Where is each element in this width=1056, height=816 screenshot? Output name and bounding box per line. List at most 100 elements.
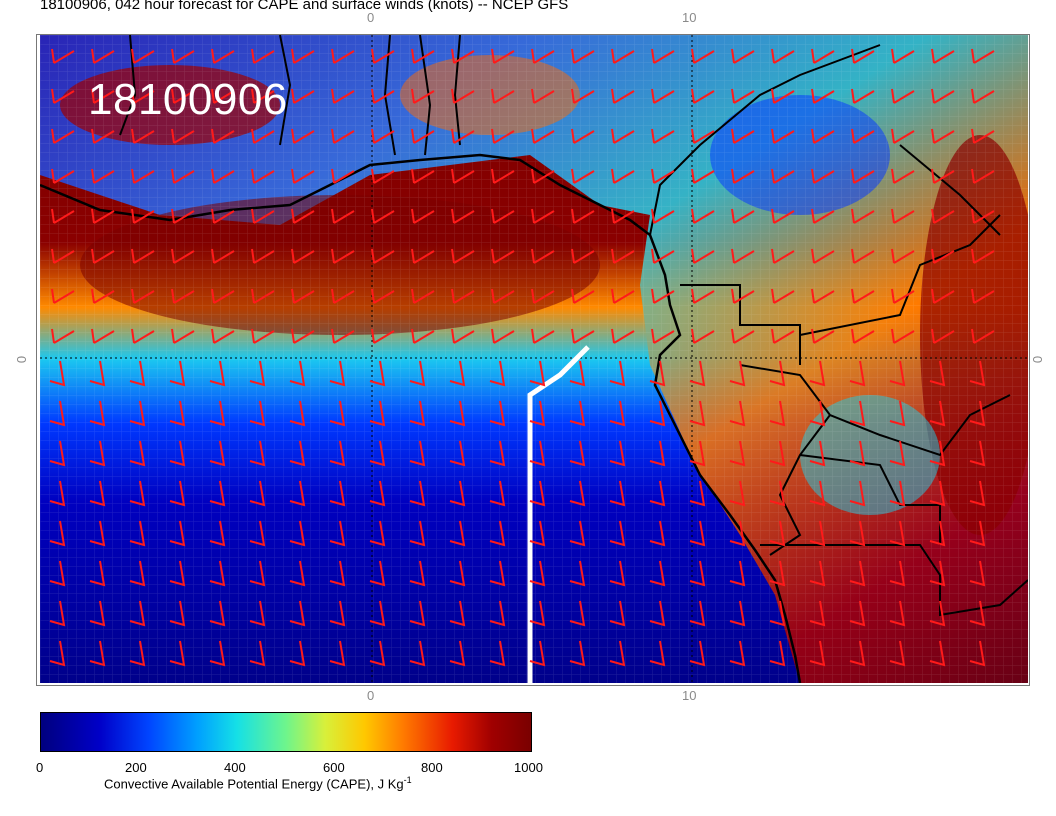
wind-barb [849,440,866,467]
wind-barb [569,480,586,507]
wind-barb [449,520,466,547]
wind-barb [931,168,955,184]
wind-barb [249,360,266,387]
wind-barb [891,48,915,64]
wind-barb [451,208,475,224]
wind-barb [289,640,306,667]
wind-barb [849,360,866,387]
wind-barb [249,640,266,667]
wind-barb [451,248,475,264]
wind-barb [651,248,675,264]
wind-barb [769,520,786,547]
wind-barb [169,600,186,627]
wind-barb [571,128,595,144]
wind-barb [931,328,955,344]
wind-barb [211,328,235,344]
wind-barb [331,248,355,264]
wind-barb [571,168,595,184]
wind-barb [89,520,106,547]
colorbar-label: Convective Available Potential Energy (C… [104,775,412,792]
wind-barb [411,88,435,104]
wind-barb [969,600,986,627]
wind-barb [289,400,306,427]
wind-barb [649,520,666,547]
wind-barb [849,480,866,507]
wind-barb [289,480,306,507]
wind-barb [411,168,435,184]
wind-barb [51,328,75,344]
wind-barb [291,328,315,344]
wind-barb [529,560,546,587]
colorbar-tick-600: 600 [323,760,345,775]
wind-barb [251,48,275,64]
wind-barb [491,288,515,304]
wind-barb [611,48,635,64]
wind-barb [691,128,715,144]
wind-barb [131,128,155,144]
wind-barb [889,360,906,387]
wind-barb [251,288,275,304]
wind-barb [449,440,466,467]
wind-barb [129,560,146,587]
wind-barb [809,400,826,427]
wind-barb [409,520,426,547]
wind-barb [291,88,315,104]
wind-barb [169,360,186,387]
wind-barb [651,48,675,64]
wind-barb [491,128,515,144]
wind-barb [529,400,546,427]
wind-barb [771,248,795,264]
wind-barb [451,48,475,64]
wind-barb [971,288,995,304]
wind-barb [451,288,475,304]
wind-barb [331,48,355,64]
wind-barb [929,400,946,427]
wind-barb [611,88,635,104]
wind-barb [451,168,475,184]
wind-barb [371,328,395,344]
wind-barb [89,440,106,467]
wind-barb [889,480,906,507]
wind-barb [849,560,866,587]
wind-barb [209,640,226,667]
wind-barb [809,360,826,387]
wind-barb [489,560,506,587]
wind-barb [411,288,435,304]
wind-barb [171,128,195,144]
wind-barb [689,520,706,547]
wind-barb [89,360,106,387]
wind-barb [569,520,586,547]
bottom-axis-tick-0: 0 [367,688,375,703]
wind-barb [689,360,706,387]
wind-barb [729,520,746,547]
wind-barb [329,400,346,427]
wind-barb [529,520,546,547]
wind-barb [651,128,675,144]
wind-barb [731,208,755,224]
wind-barb [891,88,915,104]
wind-barb [131,168,155,184]
wind-barb [811,128,835,144]
wind-barb [369,560,386,587]
wind-barb [891,328,915,344]
wind-barb [331,288,355,304]
wind-barb [851,88,875,104]
model-grid [40,35,1028,683]
wind-barb [169,480,186,507]
wind-barb [649,360,666,387]
wind-barb [409,440,426,467]
wind-barb [769,640,786,667]
wind-barb [529,440,546,467]
wind-barb [289,560,306,587]
wind-barb [649,560,666,587]
wind-barb [129,640,146,667]
country-borders [119,35,1028,617]
wind-barb [91,168,115,184]
wind-barb [89,400,106,427]
wind-barb [571,328,595,344]
wind-barb [891,168,915,184]
wind-barb [849,600,866,627]
wind-barb [291,248,315,264]
wind-barb [769,560,786,587]
wind-barb [129,400,146,427]
